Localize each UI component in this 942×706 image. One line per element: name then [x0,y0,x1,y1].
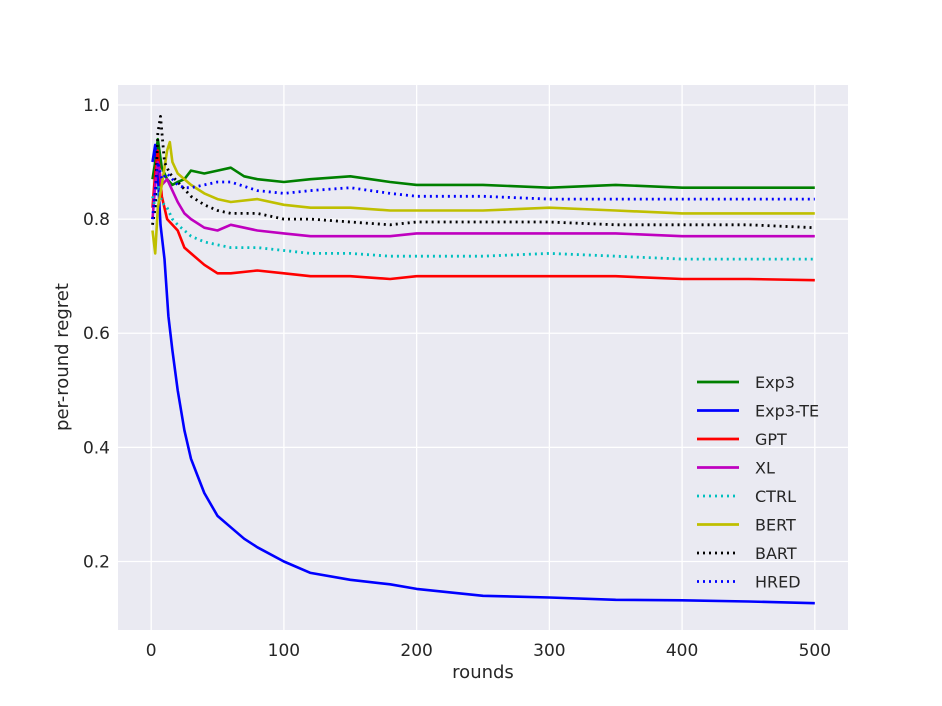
y-tick-label: 1.0 [83,96,110,116]
legend-label: Exp3 [755,373,795,392]
series-line-exp3-te [151,143,815,605]
legend-label: BERT [755,516,796,535]
y-axis-label: per-round regret [52,283,73,431]
x-tick-label: 100 [268,641,300,661]
legend-label: Exp3-TE [755,402,819,421]
y-tick-label: 0.2 [83,553,110,573]
x-tick-label: 0 [146,641,157,661]
x-tick-label: 500 [799,641,831,661]
legend-label: BART [755,544,797,563]
y-axis-ticks: 0.2 0.4 0.6 0.8 1.0 [83,96,110,573]
legend-label: CTRL [755,487,796,506]
y-tick-label: 0.4 [83,438,110,458]
grid-lines [118,85,848,630]
legend: Exp3 Exp3-TE GPT XL CTRL BERT BART HRED [697,373,819,592]
legend-label: XL [755,459,775,478]
x-axis-label: rounds [452,662,514,683]
series-line-bert [151,140,815,255]
plot-background [118,85,848,630]
x-tick-label: 400 [666,641,698,661]
x-tick-label: 300 [533,641,565,661]
x-axis-ticks: 0 100 200 300 400 500 [146,641,831,661]
legend-label: HRED [755,573,801,592]
y-tick-label: 0.8 [83,210,110,230]
series-line-xl [151,160,815,238]
y-tick-label: 0.6 [83,324,110,344]
series-line-ctrl [151,183,815,261]
legend-label: GPT [755,430,787,449]
series-line-gpt [151,149,815,282]
series-lines [151,115,815,605]
x-tick-label: 200 [400,641,432,661]
